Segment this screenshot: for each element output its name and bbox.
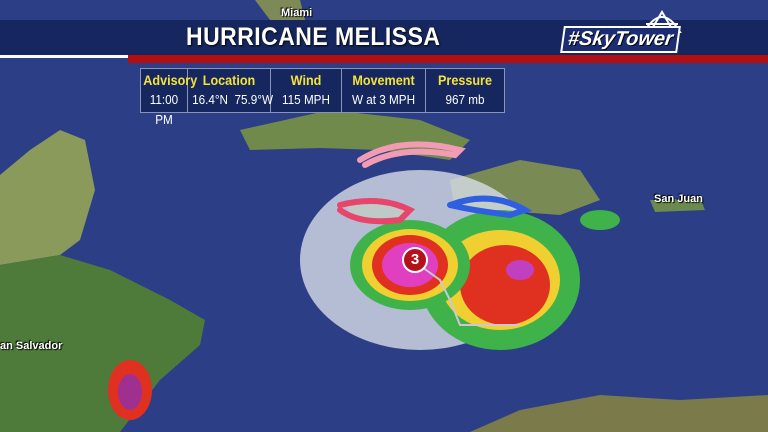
skytower-logo: #SkyTower <box>560 26 681 53</box>
info-value: 16.4°N 75.9°W <box>192 92 274 107</box>
forecast-cone <box>414 261 520 326</box>
info-value: W at 3 MPH <box>351 92 416 107</box>
central-america <box>0 255 205 432</box>
info-movement: Movement W at 3 MPH <box>342 69 426 112</box>
info-value: 11:00 PM <box>149 92 179 127</box>
white-line <box>0 55 128 58</box>
info-label: Advisory <box>143 72 198 88</box>
info-location: Location 16.4°N 75.9°W <box>188 69 274 112</box>
yucatan <box>0 130 95 265</box>
city-label-miami: Miami <box>281 7 313 19</box>
radar-clouds <box>108 170 620 420</box>
info-value: 115 MPH <box>282 92 330 107</box>
info-wind: Wind 115 MPH <box>271 69 342 112</box>
storm-info-table: Advisory 11:00 PM Location 16.4°N 75.9°W W… <box>140 68 505 127</box>
info-label: Wind <box>290 72 322 88</box>
puerto-rico <box>650 198 705 212</box>
city-label-san-juan: San Juan <box>654 193 703 205</box>
warning-outlines <box>337 141 533 225</box>
info-label: Movement <box>352 72 415 88</box>
city-label-san-salvador: an Salvador <box>0 340 63 352</box>
info-label: Location <box>202 72 256 88</box>
hurricane-category-icon: 3 <box>402 247 428 273</box>
info-pressure: Pressure 967 mb <box>426 69 504 112</box>
red-stripe <box>128 55 768 63</box>
storm-title: HURRICANE MELISSA <box>186 23 441 51</box>
info-value: 967 mb <box>445 92 485 107</box>
info-label: Pressure <box>438 72 492 88</box>
info-advisory: Advisory 11:00 PM <box>141 69 198 127</box>
south-america <box>470 395 768 432</box>
cuba <box>240 110 470 160</box>
